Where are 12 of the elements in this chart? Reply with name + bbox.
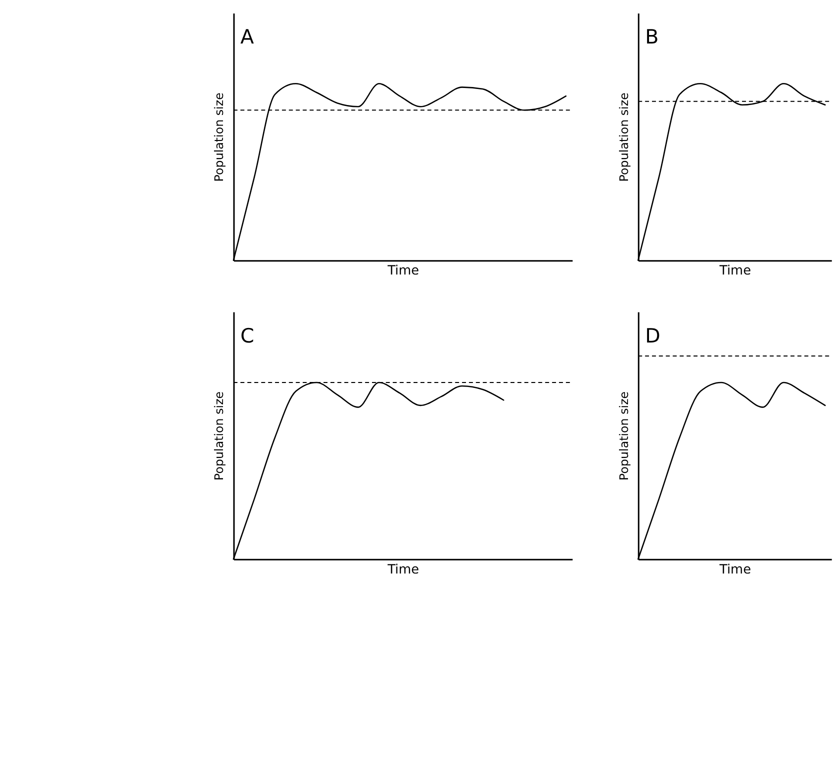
y-axis-title: Population size xyxy=(616,92,631,182)
chart-title: D xyxy=(645,324,660,348)
chart-title: B xyxy=(645,26,659,49)
chart-title: C xyxy=(240,324,254,348)
chart-title: A xyxy=(240,26,254,49)
x-axis-title: Time xyxy=(718,562,752,578)
y-axis-title: Population size xyxy=(212,391,226,480)
x-axis-title: Time xyxy=(386,264,420,279)
x-axis-title: Time xyxy=(718,264,752,279)
x-axis-title: Time xyxy=(386,562,420,578)
y-axis-title: Population size xyxy=(212,92,226,182)
y-axis-title: Population size xyxy=(616,391,631,480)
